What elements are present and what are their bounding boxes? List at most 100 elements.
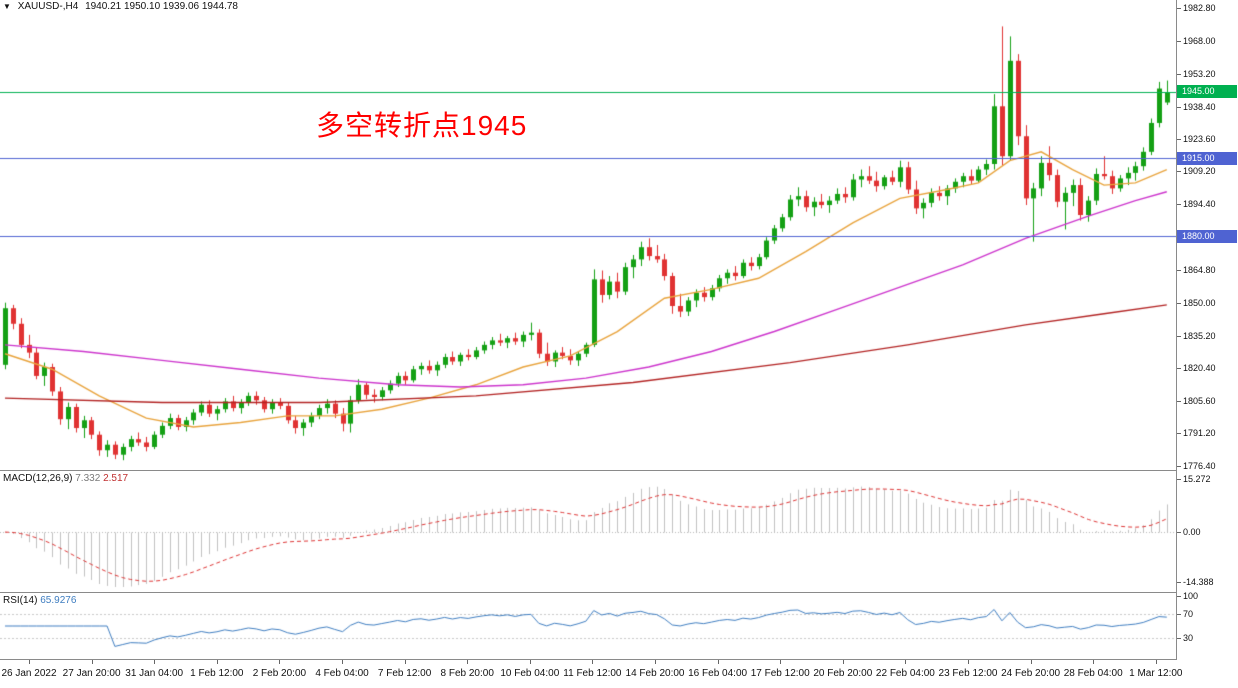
price-axis-label: 1850.00 — [1183, 297, 1216, 308]
price-axis-label: 1923.60 — [1183, 134, 1216, 145]
rsi-chart-canvas[interactable] — [0, 593, 1176, 659]
time-axis-tick — [467, 660, 468, 664]
time-axis-label: 17 Feb 12:00 — [750, 668, 810, 679]
time-axis-label: 20 Feb 20:00 — [813, 668, 873, 679]
time-axis-label: 27 Jan 20:00 — [62, 668, 121, 679]
time-axis-label: 2 Feb 20:00 — [252, 668, 307, 679]
time-axis-label: 22 Feb 04:00 — [875, 668, 935, 679]
price-axis-tick — [1177, 466, 1181, 467]
time-axis-tick — [29, 660, 30, 664]
chart-title: ▼ XAUUSD-,H4 1940.21 1950.10 1939.06 194… — [3, 1, 242, 12]
time-axis-tick — [843, 660, 844, 664]
time-axis-tick — [905, 660, 906, 664]
rsi-axis-label: 30 — [1183, 633, 1194, 643]
macd-name: MACD(12,26,9) — [3, 473, 73, 484]
time-axis-label: 28 Feb 04:00 — [1063, 668, 1123, 679]
price-axis-tick — [1177, 582, 1181, 583]
time-axis-tick — [655, 660, 656, 664]
time-axis-tick — [1093, 660, 1094, 664]
time-axis-tick — [405, 660, 406, 664]
time-axis-label: 1 Feb 12:00 — [190, 668, 244, 679]
time-axis-label: 4 Feb 04:00 — [315, 668, 369, 679]
price-tag: 1915.00 — [1177, 151, 1237, 165]
price-axis-label: 1909.20 — [1183, 166, 1216, 177]
collapse-chevron-icon[interactable]: ▼ — [3, 2, 11, 11]
price-axis-tick — [1177, 433, 1181, 434]
price-axis-tick — [1177, 368, 1181, 369]
rsi-axis-label: 100 — [1183, 591, 1199, 601]
time-axis-tick — [217, 660, 218, 664]
time-axis-label: 1 Mar 12:00 — [1129, 668, 1183, 679]
panel-separator — [0, 659, 1238, 660]
price-axis-tick — [1177, 479, 1181, 480]
price-axis-label: 1953.20 — [1183, 68, 1216, 79]
price-axis-tick — [1177, 303, 1181, 304]
rsi-value: 65.9276 — [40, 595, 77, 606]
price-axis-label: 1835.20 — [1183, 330, 1216, 341]
time-axis-label: 10 Feb 04:00 — [500, 668, 560, 679]
price-axis-tick — [1177, 41, 1181, 42]
rsi-name: RSI(14) — [3, 595, 38, 606]
time-axis-tick — [592, 660, 593, 664]
time-axis-label: 16 Feb 04:00 — [688, 668, 748, 679]
time-axis-tick — [279, 660, 280, 664]
macd-axis-label: 0.00 — [1183, 527, 1201, 538]
time-axis-tick — [780, 660, 781, 664]
annotation-text[interactable]: 多空转折点1945 — [316, 110, 528, 141]
macd-chart-canvas[interactable] — [0, 471, 1176, 592]
candlestick-chart-canvas[interactable] — [0, 0, 1176, 470]
price-axis-label: 1791.20 — [1183, 428, 1216, 439]
macd-indicator-label: MACD(12,26,9) 7.332 2.517 — [3, 473, 128, 484]
time-axis-tick — [968, 660, 969, 664]
main-chart-panel: ▼ XAUUSD-,H4 1940.21 1950.10 1939.06 194… — [0, 0, 1176, 470]
time-axis[interactable]: 26 Jan 2022 27 Jan 20:00 31 Jan 04:00 1 Feb… — [0, 660, 1238, 688]
time-axis-label: 14 Feb 20:00 — [625, 668, 685, 679]
time-axis-label: 24 Feb 20:00 — [1001, 668, 1061, 679]
price-axis-tick — [1177, 171, 1181, 172]
price-axis-label: 1776.40 — [1183, 461, 1216, 471]
price-axis-tick — [1177, 614, 1181, 615]
time-axis-tick — [1156, 660, 1157, 664]
price-axis-tick — [1177, 204, 1181, 205]
symbol-timeframe-label: XAUUSD-,H4 — [17, 1, 79, 12]
panel-separator — [0, 470, 1238, 471]
price-axis-tick — [1177, 8, 1181, 9]
time-axis-tick — [342, 660, 343, 664]
panel-separator — [0, 592, 1238, 593]
axis-border — [1176, 0, 1177, 660]
price-axis-label: 1805.60 — [1183, 396, 1216, 407]
macd-axis-label: -14.388 — [1183, 576, 1214, 587]
rsi-axis-label: 70 — [1183, 609, 1194, 619]
macd-axis-label: 15.272 — [1183, 474, 1211, 485]
time-axis-label: 23 Feb 12:00 — [938, 668, 998, 679]
price-axis-tick — [1177, 336, 1181, 337]
price-axis-tick — [1177, 270, 1181, 271]
rsi-panel: RSI(14) 65.9276 — [0, 593, 1176, 659]
ohlc-values: 1940.21 1950.10 1939.06 1944.78 — [85, 1, 238, 12]
macd-main-value: 7.332 — [75, 473, 101, 484]
price-axis-tick — [1177, 107, 1181, 108]
price-axis-label: 1820.40 — [1183, 363, 1216, 374]
time-axis-label: 11 Feb 12:00 — [563, 668, 622, 679]
time-axis-label: 8 Feb 20:00 — [440, 668, 494, 679]
time-axis-tick — [1031, 660, 1032, 664]
time-axis-tick — [92, 660, 93, 664]
time-axis-tick — [154, 660, 155, 664]
time-axis-tick — [530, 660, 531, 664]
time-axis-label: 7 Feb 12:00 — [377, 668, 432, 679]
price-axis-tick — [1177, 532, 1181, 533]
price-axis-label: 1982.80 — [1183, 3, 1216, 13]
macd-signal-value: 2.517 — [103, 473, 129, 484]
macd-panel: MACD(12,26,9) 7.332 2.517 — [0, 471, 1176, 592]
price-axis-tick — [1177, 139, 1181, 140]
price-axis-label: 1864.80 — [1183, 264, 1216, 275]
rsi-indicator-label: RSI(14) 65.9276 — [3, 595, 76, 606]
time-axis-label: 31 Jan 04:00 — [125, 668, 184, 679]
price-axis-tick — [1177, 74, 1181, 75]
time-axis-tick — [718, 660, 719, 664]
price-axis[interactable]: 1982.80 1968.00 1953.20 1938.40 1923.60 1909.… — [1177, 0, 1238, 660]
price-axis-label: 1938.40 — [1183, 101, 1216, 112]
price-tag: 1945.00 — [1177, 85, 1237, 99]
price-axis-label: 1894.40 — [1183, 199, 1216, 210]
